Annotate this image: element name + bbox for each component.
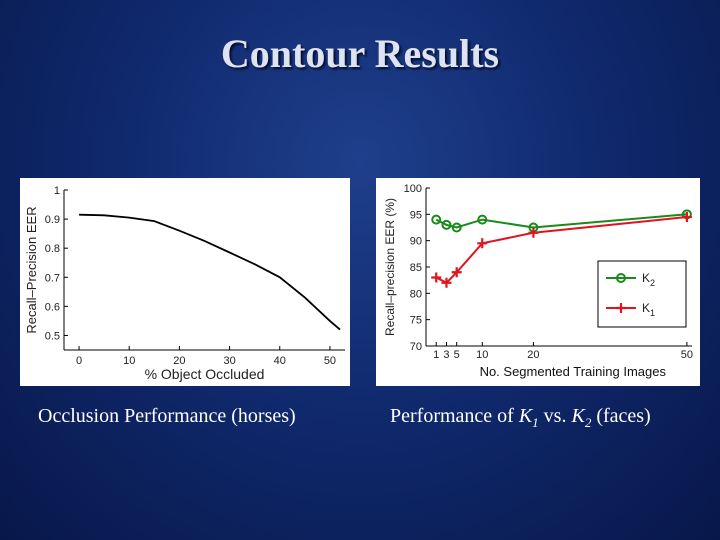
occlusion-chart-panel: 0.5 0.6 0.7 0.8 0.9 1 0 10 20 30 40 50% Object Occl…: [20, 178, 350, 386]
legend-marker-plus: [616, 303, 626, 313]
y-axis-label: Recall–precision EER (%): [383, 198, 397, 336]
x-tick-label: 5: [454, 349, 460, 361]
legend-label: K1: [642, 301, 655, 318]
x-tick-label: 50: [324, 355, 336, 367]
caption-k1: K1: [518, 405, 539, 430]
y-tick-label: 100: [404, 183, 422, 195]
y-tick-label: 0.6: [45, 301, 60, 313]
legend-box: [597, 260, 687, 328]
legend-label-sub: 1: [650, 308, 655, 318]
series-0-point: [451, 222, 462, 233]
series-0-line: [435, 213, 687, 229]
y-tick-label: 95: [410, 209, 422, 221]
series-1-point: [441, 277, 452, 288]
x-tick-label: 1: [433, 349, 439, 361]
x-tick-label: 10: [476, 349, 488, 361]
caption-k2-base: K: [571, 405, 585, 427]
series-1-point: [477, 238, 488, 249]
y-tick-label: 0.7: [45, 272, 60, 284]
x-tick-label: 40: [274, 355, 286, 367]
y-tick-label: 0.5: [45, 330, 60, 342]
y-tick-label: 90: [410, 236, 422, 248]
y-tick-label: 80: [410, 288, 422, 300]
x-axis-label: % Object Occluded: [145, 366, 265, 382]
caption-k1-sub: 1: [532, 415, 539, 430]
y-tick-label: 85: [410, 262, 422, 274]
x-tick-label: 50: [681, 349, 693, 361]
x-axis-label: No. Segmented Training Images: [480, 364, 667, 379]
slide-title: Contour Results: [220, 31, 500, 76]
caption-prefix: Performance of: [390, 405, 519, 427]
training-images-chart-panel: 70 75 80 85 90 95 100 1 3 5 10 20 50 No. Segmented Tr…: [376, 178, 700, 386]
caption-occlusion: Occlusion Performance (horses): [38, 405, 296, 427]
legend-label: K2: [642, 271, 655, 288]
y-tick-label: 0.9: [45, 214, 60, 226]
caption-performance: Performance of K1 vs. K2 (faces): [390, 405, 651, 431]
x-tick-label: 10: [123, 355, 135, 367]
y-tick-label: 1: [54, 185, 60, 197]
occlusion-series-line: [79, 213, 341, 331]
y-tick-label: 70: [410, 341, 422, 353]
caption-k2: K2: [571, 405, 592, 430]
x-tick-label: 20: [527, 349, 539, 361]
y-axis-label: Recall–Precision EER: [24, 206, 39, 333]
occlusion-chart: 0.50.60.70.80.910 10 20 30 40 50% Object Occl…: [24, 185, 345, 382]
x-tick-label: 3: [443, 349, 449, 361]
x-tick-label: 20: [173, 355, 185, 367]
caption-vs: vs.: [538, 405, 572, 427]
legend-label-sub: 2: [650, 278, 655, 288]
x-tick-label: 0: [76, 355, 82, 367]
y-tick-label: 75: [410, 315, 422, 327]
series-1-point: [451, 267, 462, 278]
caption-k2-sub: 2: [584, 415, 592, 430]
series-0-point: [441, 219, 452, 230]
y-tick-label: 0.8: [45, 243, 60, 255]
legend-marker-circle: [616, 273, 626, 283]
caption-suffix: (faces): [591, 405, 651, 427]
series-1-point: [528, 227, 539, 238]
series-0-point: [431, 214, 442, 225]
caption-k1-base: K: [518, 405, 533, 427]
legend-label-base: K: [642, 271, 650, 285]
legend-label-base: K: [642, 301, 650, 315]
series-0-point: [477, 214, 488, 225]
x-tick-label: 30: [223, 355, 235, 367]
series-1-point: [431, 272, 442, 283]
series-1-point: [681, 211, 692, 222]
